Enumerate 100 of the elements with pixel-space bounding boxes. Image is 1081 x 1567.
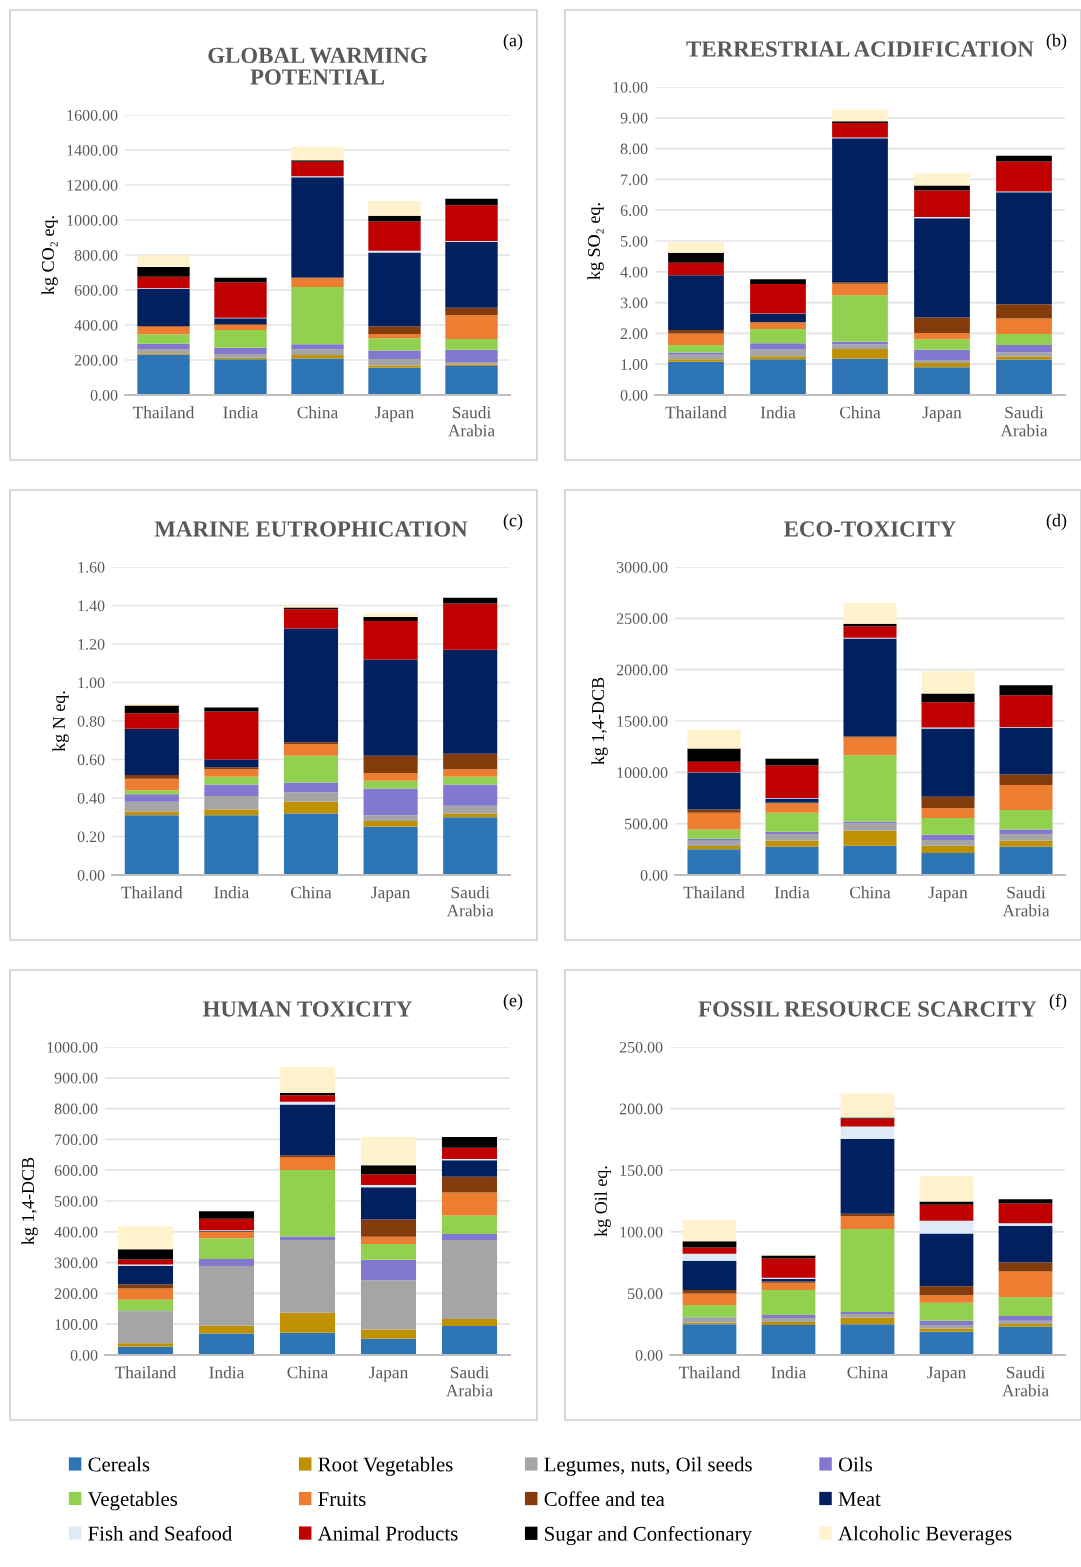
- text: (d): [1046, 513, 1067, 531]
- y-tick-label: 4.00: [620, 266, 648, 278]
- y-tick-label: 1.60: [78, 561, 105, 573]
- y-axis-title: kg N eq.: [52, 691, 69, 752]
- chart-title: FOSSIL RESOURCE SCARCITY: [698, 1001, 1037, 1017]
- x-tick-label: Saudi Arabia: [1002, 1366, 1049, 1397]
- x-tick-label: Thailand: [121, 886, 183, 899]
- x-tick-label: China: [290, 886, 332, 899]
- y-tick-label: 3000.00: [616, 561, 668, 573]
- y-tick-label: 900.00: [54, 1072, 98, 1084]
- y-tick-label: 0.00: [635, 1349, 663, 1361]
- x-tick-label: Thailand: [114, 1366, 177, 1379]
- y-tick-label: 2000.00: [616, 664, 668, 676]
- y-tick-label: 1600.00: [67, 109, 118, 121]
- legend-label: Sugar and Confectionary: [545, 1525, 752, 1546]
- y-tick-label: 700.00: [55, 1134, 98, 1146]
- text: (a): [503, 33, 523, 51]
- y-tick-label: 0.00: [640, 869, 668, 881]
- x-tick-label: Japan: [928, 886, 968, 902]
- x-tick-label: India: [209, 1366, 245, 1379]
- legend-label: Fruits: [318, 1492, 366, 1507]
- y-tick-label: 0.60: [77, 754, 105, 766]
- y-tick-label: 200.00: [74, 354, 118, 366]
- x-tick-label: Saudi Arabia: [1000, 406, 1048, 437]
- x-tick-label: India: [214, 886, 249, 899]
- x-tick-label: Japan: [927, 1366, 966, 1382]
- y-tick-label: 100.00: [55, 1319, 98, 1330]
- y-axis-title: kg CO₂ eq.: [41, 216, 58, 295]
- y-tick-label: 300.00: [54, 1257, 98, 1269]
- legend-label: Alcoholic Beverages: [838, 1525, 1012, 1545]
- text: (f): [1049, 993, 1067, 1011]
- y-tick-label: 2.00: [620, 328, 648, 340]
- y-axis-title: kg 1,4-DCB: [591, 677, 608, 765]
- y-tick-label: 1200.00: [67, 179, 118, 191]
- y-tick-label: 100.00: [620, 1226, 663, 1238]
- x-tick-label: Thailand: [665, 406, 727, 419]
- y-tick-label: 200.00: [619, 1103, 663, 1115]
- x-tick-label: India: [771, 1366, 807, 1379]
- x-tick-label: Thailand: [678, 1366, 741, 1379]
- x-tick-label: Japan: [922, 406, 962, 422]
- chart-title: GLOBAL WARMING POTENTIAL: [208, 47, 428, 85]
- y-tick-label: 600.00: [74, 284, 118, 296]
- text: (c): [503, 513, 523, 531]
- x-tick-label: Saudi Arabia: [1002, 886, 1050, 917]
- y-axis-title: kg 1,4-DCB: [21, 1157, 38, 1245]
- text: (b): [1046, 33, 1067, 51]
- y-axis-title: kg SO₂ eq.: [587, 203, 604, 280]
- legend-label: Root Vegetables: [318, 1456, 453, 1476]
- chart-title: HUMAN TOXICITY: [202, 1001, 413, 1017]
- legend-label: Coffee and tea: [544, 1491, 665, 1507]
- legend-label: Vegetables: [87, 1491, 178, 1511]
- x-tick-label: China: [847, 1366, 888, 1379]
- y-tick-label: 1000.00: [47, 1041, 98, 1053]
- y-axis-title: kg Oil eq.: [594, 1166, 611, 1237]
- y-tick-label: 800.00: [54, 1103, 98, 1115]
- x-tick-label: Thailand: [132, 406, 195, 419]
- y-tick-label: 1.00: [621, 359, 648, 370]
- y-tick-label: 0.00: [90, 389, 118, 401]
- legend-label: Oils: [838, 1456, 872, 1472]
- y-tick-label: 800.00: [74, 249, 118, 261]
- y-tick-label: 8.00: [620, 143, 648, 155]
- y-tick-label: 9.00: [620, 112, 648, 124]
- x-tick-label: Japan: [369, 1366, 408, 1382]
- y-tick-label: 1.20: [78, 638, 105, 650]
- legend-label: Animal Products: [317, 1525, 458, 1541]
- y-tick-label: 1000.00: [67, 214, 118, 226]
- y-tick-label: 6.00: [620, 205, 648, 216]
- y-tick-label: 50.00: [628, 1288, 663, 1300]
- y-tick-label: 2500.00: [616, 613, 668, 625]
- y-tick-label: 0.40: [77, 792, 105, 804]
- chart-title: TERRESTRIAL ACIDIFICATION: [686, 41, 1034, 57]
- y-tick-label: 0.20: [77, 831, 105, 843]
- y-tick-label: 7.00: [621, 174, 648, 186]
- legend-label: Meat: [838, 1492, 881, 1507]
- y-tick-label: 1500.00: [617, 715, 668, 727]
- y-tick-label: 250.00: [619, 1041, 663, 1053]
- x-tick-label: Thailand: [683, 886, 745, 899]
- chart-title: ECO-TOXICITY: [784, 521, 956, 537]
- y-tick-label: 10.00: [613, 81, 648, 93]
- x-tick-label: India: [774, 886, 810, 899]
- y-tick-label: 150.00: [620, 1165, 663, 1176]
- y-tick-label: 600.00: [54, 1165, 98, 1176]
- x-tick-label: Japan: [375, 406, 414, 422]
- y-tick-label: 5.00: [621, 235, 648, 247]
- y-tick-label: 3.00: [620, 297, 648, 309]
- y-tick-label: 500.00: [625, 818, 668, 830]
- y-tick-label: 400.00: [74, 319, 118, 331]
- y-tick-label: 500.00: [55, 1195, 98, 1207]
- x-tick-label: China: [287, 1366, 328, 1379]
- y-tick-label: 1400.00: [67, 144, 118, 156]
- text: (e): [503, 993, 523, 1011]
- x-tick-label: Japan: [371, 886, 411, 902]
- legend-label: Legumes, nuts, Oil seeds: [544, 1456, 752, 1476]
- y-tick-label: 1.40: [78, 600, 105, 612]
- legend-label: Fish and Seafood: [88, 1525, 233, 1541]
- x-tick-label: China: [849, 886, 891, 899]
- y-tick-label: 0.00: [77, 869, 105, 881]
- y-tick-label: 0.00: [620, 389, 648, 401]
- y-tick-label: 1.00: [78, 677, 105, 689]
- x-tick-label: China: [839, 406, 881, 419]
